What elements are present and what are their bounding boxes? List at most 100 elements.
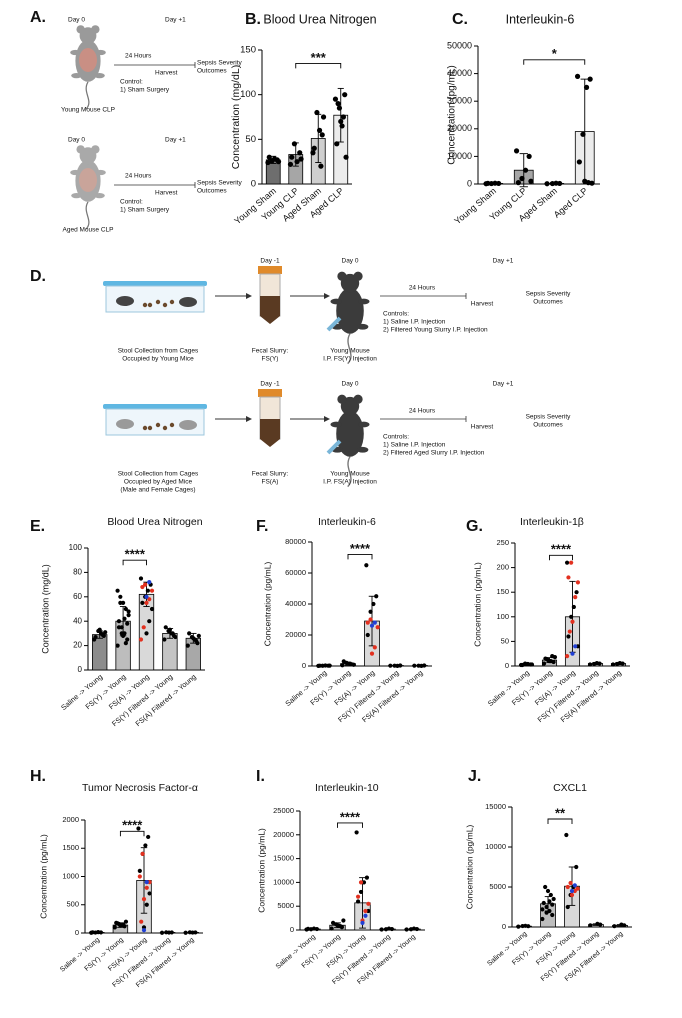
data-point — [144, 880, 149, 885]
data-point — [564, 832, 569, 838]
data-point — [185, 643, 190, 648]
data-point — [574, 590, 579, 595]
data-point — [541, 900, 546, 906]
data-point — [340, 663, 345, 668]
data-point — [375, 625, 380, 630]
stool — [169, 299, 175, 305]
data-point — [147, 597, 152, 602]
data-point — [144, 631, 149, 636]
data-point — [90, 930, 95, 935]
y-tick-label: 50 — [501, 636, 509, 645]
chart-title: Interleukin-1β — [520, 516, 584, 528]
data-point — [140, 584, 145, 590]
data-point — [544, 904, 549, 910]
data-point — [141, 928, 147, 933]
y-tick-label: 150 — [496, 587, 509, 596]
data-point — [327, 663, 332, 668]
data-point — [118, 594, 123, 599]
leg — [71, 72, 82, 79]
data-point — [118, 923, 123, 928]
chart-title: Interleukin-10 — [315, 782, 379, 794]
significance-label: **** — [122, 818, 143, 833]
data-point — [540, 907, 545, 912]
panel-letter: E. — [30, 518, 45, 535]
y-tick-label: 40000 — [447, 68, 472, 78]
data-point — [329, 926, 334, 931]
significance-bracket — [549, 554, 573, 561]
outcome: Outcomes — [533, 422, 563, 429]
y-tick-label: 0 — [302, 661, 306, 670]
y-axis-label: Concentration (mg/dL) — [40, 564, 50, 654]
data-point — [342, 92, 348, 98]
data-point — [361, 880, 367, 885]
data-point — [289, 154, 295, 160]
cage-lid — [103, 281, 207, 286]
control: 2) Filtered Young Slurry I.P. Injection — [383, 327, 488, 334]
y-tick-label: 1000 — [62, 871, 79, 880]
data-point — [141, 625, 146, 630]
tail — [85, 81, 90, 110]
leg — [358, 421, 370, 428]
y-tick-label: 50 — [245, 134, 256, 145]
data-point — [187, 631, 192, 636]
data-point — [115, 643, 120, 648]
y-tick-label: 60 — [73, 592, 82, 601]
data-point — [149, 588, 155, 593]
data-point — [123, 606, 128, 612]
significance-label: ** — [555, 805, 566, 820]
data-point — [137, 874, 142, 879]
y-tick-label: 60000 — [285, 568, 306, 577]
data-point — [392, 663, 397, 668]
outcome: Outcomes — [533, 299, 563, 306]
data-point — [266, 154, 272, 160]
y-tick-label: 0 — [290, 925, 294, 934]
tube-cap — [258, 266, 282, 274]
data-point — [522, 167, 529, 173]
tail — [347, 333, 352, 365]
data-point — [332, 96, 339, 102]
data-point — [123, 641, 128, 646]
data-point — [365, 620, 370, 625]
outcome: Sepsis Severity — [197, 60, 243, 67]
panel-letter: D. — [30, 268, 46, 285]
arrow-head — [246, 293, 252, 299]
significance-bracket — [295, 62, 342, 69]
data-point — [275, 159, 282, 165]
leg — [71, 192, 82, 199]
data-point — [363, 913, 368, 918]
data-point — [587, 662, 593, 667]
chart-title: Tumor Necrosis Factor-α — [82, 782, 198, 794]
data-point — [570, 619, 575, 624]
data-point — [551, 896, 556, 902]
cage-lid — [103, 404, 207, 409]
data-point — [569, 892, 575, 898]
data-point — [383, 927, 389, 932]
stool — [155, 422, 161, 428]
data-point — [366, 908, 371, 914]
data-point — [139, 919, 144, 924]
data-point — [297, 150, 303, 156]
caption: Stool Collection from Cages — [118, 471, 199, 478]
y-tick-label: 20000 — [285, 630, 306, 639]
data-point — [588, 923, 593, 928]
panel-letter: C. — [452, 11, 468, 28]
y-axis-label: Concentration (pg/mL) — [38, 834, 48, 919]
organs — [79, 168, 97, 192]
y-tick-label: 15000 — [273, 854, 294, 863]
data-point — [548, 892, 553, 898]
data-point — [143, 582, 148, 587]
day-label: Day +1 — [165, 137, 186, 144]
y-tick-label: 15000 — [485, 802, 506, 811]
data-point — [126, 613, 131, 618]
control: 1) Sham Surgery — [120, 87, 170, 94]
data-point — [335, 101, 341, 107]
data-point — [100, 632, 105, 637]
data-point — [173, 634, 178, 640]
data-point — [573, 595, 578, 600]
data-point — [520, 923, 525, 929]
panel-letter: B. — [245, 11, 261, 28]
data-point — [311, 145, 317, 151]
caption: Fecal Slurry: — [252, 471, 289, 478]
mouse-icon — [330, 394, 370, 488]
stool — [169, 422, 175, 428]
